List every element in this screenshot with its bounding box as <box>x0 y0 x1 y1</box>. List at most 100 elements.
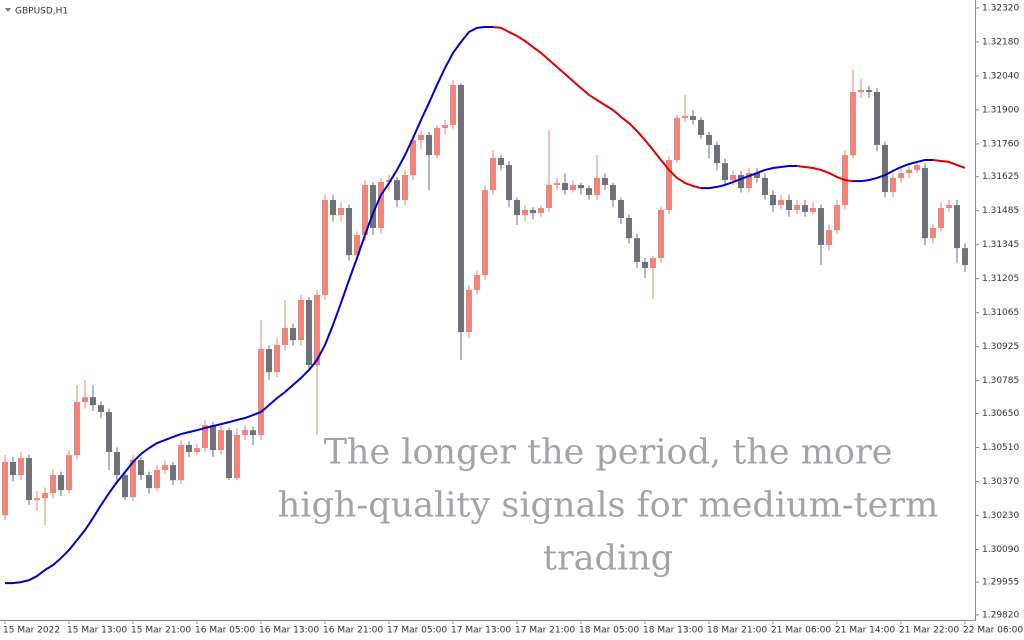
candle-body <box>386 180 392 183</box>
candle-body <box>10 461 16 476</box>
candle-body <box>938 208 944 228</box>
candle-body <box>282 327 288 345</box>
candle-body <box>538 208 544 214</box>
candle-body <box>490 158 496 191</box>
candle-body <box>706 134 712 145</box>
candle-body <box>898 173 904 178</box>
candle-body <box>354 234 360 256</box>
candle-body <box>434 127 440 156</box>
candle-body <box>18 458 24 476</box>
candle-body <box>362 184 368 235</box>
y-tick-label: 1.30785 <box>982 376 1019 386</box>
candle-body <box>562 183 568 191</box>
candle-body <box>802 205 808 212</box>
candle-body <box>234 435 240 478</box>
x-tick-label: 15 Mar 21:00 <box>131 626 191 636</box>
indicator-line <box>853 158 933 183</box>
candle-body <box>306 300 312 366</box>
candle-body <box>474 275 480 290</box>
candle-body <box>98 405 104 412</box>
candle-body <box>226 430 232 478</box>
candle-body <box>962 248 968 266</box>
candle-body <box>346 208 352 256</box>
candle-body <box>690 116 696 120</box>
candle-body <box>786 200 792 210</box>
candle-body <box>618 200 624 218</box>
x-tick-label: 18 Mar 13:00 <box>643 626 703 636</box>
y-tick-label: 1.30230 <box>982 511 1019 521</box>
x-tick-label: 15 Mar 2022 <box>3 626 60 636</box>
y-tick-label: 1.30370 <box>982 477 1019 487</box>
candle-body <box>738 175 744 189</box>
y-tick-label: 1.29955 <box>982 578 1019 588</box>
x-tick-label: 21 Mar 06:00 <box>771 626 831 636</box>
candle-body <box>578 184 584 189</box>
x-tick-label: 21 Mar 14:00 <box>835 626 895 636</box>
candle-body <box>266 349 272 373</box>
candle-body <box>794 205 800 210</box>
candle-body <box>626 217 632 239</box>
candle-body <box>242 430 248 436</box>
candle-body <box>2 461 8 516</box>
y-tick-label: 1.30090 <box>982 545 1019 555</box>
candle-body <box>650 258 656 269</box>
x-tick-label: 17 Mar 13:00 <box>451 626 511 636</box>
candle-body <box>114 452 120 476</box>
candle-body <box>602 177 608 185</box>
annotation-line: trading <box>543 539 673 579</box>
candle-body <box>634 238 640 262</box>
x-tick-label: 15 Mar 13:00 <box>67 626 127 636</box>
y-tick-label: 1.31760 <box>982 139 1019 149</box>
candle-body <box>482 190 488 276</box>
candle-body <box>250 430 256 436</box>
candle-body <box>674 117 680 160</box>
candle-body <box>506 165 512 201</box>
candle-body <box>162 465 168 470</box>
indicator-line <box>796 165 854 183</box>
y-tick-label: 1.30510 <box>982 443 1019 453</box>
candle-body <box>530 209 536 214</box>
candle-body <box>210 425 216 451</box>
annotation-line: high-quality signals for medium-term <box>278 486 939 526</box>
candle-body <box>746 173 752 189</box>
candle-body <box>810 208 816 212</box>
candle-body <box>818 208 824 245</box>
candle-body <box>874 92 880 145</box>
candle-body <box>402 175 408 201</box>
x-tick-label: 16 Mar 21:00 <box>323 626 383 636</box>
candle-body <box>658 209 664 259</box>
candle-body <box>106 411 112 453</box>
candle-body <box>722 163 728 181</box>
candle-body <box>218 430 224 451</box>
candle-body <box>914 165 920 170</box>
candle-body <box>178 444 184 481</box>
candle-body <box>322 200 328 295</box>
candle-body <box>514 200 520 216</box>
x-tick-label: 17 Mar 21:00 <box>515 626 575 636</box>
candle-body <box>418 134 424 141</box>
chart-title: GBPUSD,H1 <box>15 7 68 17</box>
x-tick-label: 21 Mar 22:00 <box>899 626 959 636</box>
y-tick-label: 1.31625 <box>982 172 1019 182</box>
candle-body <box>274 344 280 373</box>
candle-body <box>122 475 128 498</box>
candle-body <box>666 159 672 210</box>
candle-body <box>378 182 384 228</box>
candle-body <box>466 289 472 333</box>
candle-body <box>42 493 48 499</box>
candle-body <box>450 84 456 126</box>
indicator-line <box>492 25 702 190</box>
candle-body <box>458 84 464 333</box>
candle-body <box>426 134 432 156</box>
candle-body <box>730 175 736 181</box>
candle-body <box>946 205 952 209</box>
candle-body <box>74 402 80 456</box>
annotation-line: The longer the period, the more <box>324 433 893 473</box>
candle-body <box>882 144 888 193</box>
candle-body <box>770 194 776 206</box>
candle-body <box>298 300 304 341</box>
candle-body <box>906 169 912 174</box>
candle-body <box>858 90 864 93</box>
